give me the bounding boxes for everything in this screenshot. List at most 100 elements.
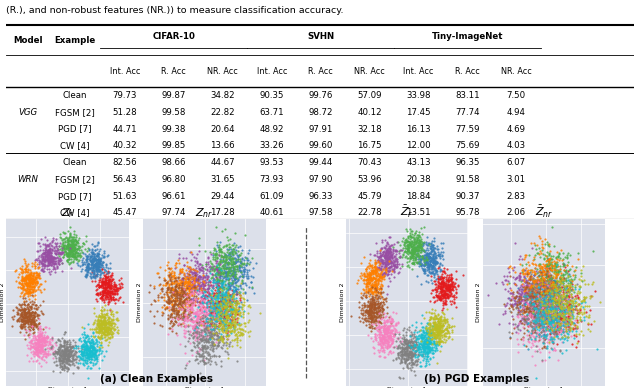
Point — [215, 336, 225, 342]
Point — [216, 251, 226, 258]
Point — [149, 312, 159, 319]
Point — [198, 278, 208, 284]
Point — [403, 351, 413, 357]
Point — [30, 274, 40, 280]
Point — [424, 344, 435, 350]
Point — [540, 286, 550, 293]
Point — [360, 301, 371, 308]
Point — [533, 324, 543, 330]
Point — [440, 301, 451, 307]
Point — [432, 296, 442, 303]
Point — [182, 275, 192, 281]
Point — [543, 316, 554, 322]
Point — [220, 297, 230, 303]
Point — [550, 293, 561, 300]
Point — [419, 340, 429, 346]
Point — [186, 249, 196, 255]
Point — [378, 259, 388, 265]
Point — [538, 303, 548, 309]
Text: 16.75: 16.75 — [357, 141, 382, 151]
Point — [94, 327, 104, 334]
Point — [102, 299, 113, 305]
Point — [185, 310, 195, 316]
Point — [71, 359, 81, 365]
Point — [175, 297, 185, 303]
Point — [381, 269, 391, 275]
Point — [434, 262, 444, 268]
Point — [448, 284, 458, 290]
Point — [35, 331, 45, 337]
Point — [100, 290, 111, 296]
Point — [412, 248, 422, 254]
Point — [197, 335, 207, 341]
Point — [35, 287, 45, 293]
Point — [20, 326, 31, 332]
Point — [63, 353, 74, 359]
Point — [549, 284, 559, 290]
Point — [568, 307, 579, 314]
Point — [530, 329, 540, 336]
Point — [391, 326, 401, 333]
Point — [419, 334, 429, 340]
Point — [536, 281, 546, 288]
Point — [228, 246, 238, 252]
Point — [53, 251, 63, 257]
Point — [434, 339, 444, 345]
Point — [202, 267, 212, 273]
Point — [544, 282, 554, 288]
Point — [543, 307, 554, 313]
Point — [96, 279, 106, 285]
Point — [67, 344, 77, 350]
Point — [90, 260, 100, 267]
Point — [79, 329, 89, 336]
Point — [372, 258, 383, 265]
Point — [515, 300, 525, 307]
Point — [63, 236, 74, 242]
Point — [83, 261, 93, 267]
Point — [385, 255, 395, 261]
Point — [414, 343, 424, 349]
Point — [557, 308, 568, 314]
Point — [538, 282, 548, 289]
Point — [423, 266, 433, 272]
Point — [72, 239, 83, 246]
Point — [424, 309, 434, 315]
Point — [225, 320, 236, 326]
Point — [220, 304, 230, 310]
Point — [236, 310, 246, 316]
Point — [367, 290, 378, 296]
Point — [38, 260, 49, 266]
Point — [551, 308, 561, 314]
Point — [77, 355, 87, 362]
Point — [34, 275, 44, 281]
Point — [531, 290, 541, 296]
Point — [89, 256, 99, 262]
Point — [38, 258, 49, 264]
Point — [173, 281, 184, 288]
Point — [419, 315, 429, 321]
Point — [385, 333, 395, 340]
Point — [433, 246, 443, 253]
Point — [551, 254, 561, 260]
Point — [547, 312, 557, 318]
Point — [368, 274, 378, 280]
Point — [45, 271, 55, 277]
Point — [199, 311, 209, 317]
Point — [542, 301, 552, 307]
Point — [526, 306, 536, 312]
Point — [521, 314, 531, 320]
Point — [365, 324, 375, 330]
Point — [211, 270, 221, 276]
Point — [224, 265, 234, 271]
Point — [63, 247, 74, 253]
Point — [161, 299, 172, 305]
Point — [94, 248, 104, 255]
Point — [217, 308, 227, 314]
Point — [35, 333, 45, 340]
Point — [589, 318, 599, 324]
Point — [382, 337, 392, 343]
Point — [43, 262, 53, 268]
Point — [200, 282, 210, 288]
Point — [28, 310, 38, 316]
Point — [580, 309, 591, 315]
